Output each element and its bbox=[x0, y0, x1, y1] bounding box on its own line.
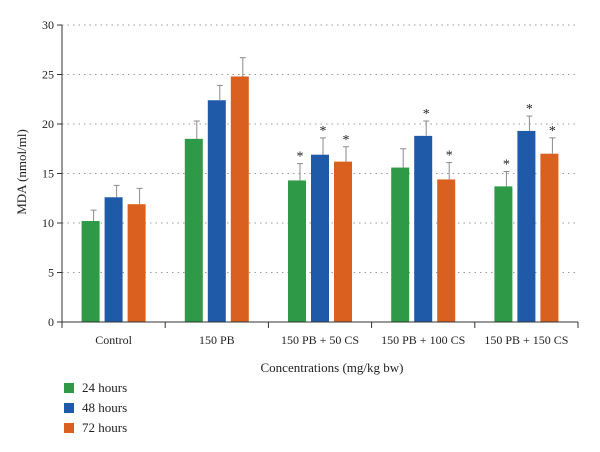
y-tick-label: 0 bbox=[48, 315, 54, 329]
bar-48h-0 bbox=[104, 197, 123, 322]
significance-mark: * bbox=[343, 133, 350, 148]
significance-mark: * bbox=[503, 158, 510, 173]
x-tick-label: 150 PB + 100 CS bbox=[381, 333, 465, 347]
significance-mark: * bbox=[526, 102, 533, 117]
bar-48h-2 bbox=[311, 154, 329, 322]
bar-48h-1 bbox=[207, 100, 226, 323]
bar-24h-0 bbox=[81, 221, 100, 322]
bar-24h-1 bbox=[184, 138, 203, 322]
significance-mark: * bbox=[320, 124, 327, 139]
x-tick-label: 150 PB + 50 CS bbox=[281, 333, 359, 347]
legend: 24 hours 48 hours 72 hours bbox=[64, 380, 127, 435]
x-axis-label: Concentrations (mg/kg bw) bbox=[261, 360, 404, 375]
bar-24h-3 bbox=[391, 167, 410, 322]
bar-24h-4 bbox=[494, 186, 513, 322]
bar-72h-3 bbox=[437, 179, 456, 322]
legend-swatch bbox=[64, 403, 74, 413]
y-tick-label: 30 bbox=[42, 18, 54, 32]
bars: * * * * * * * * bbox=[81, 57, 559, 323]
bar-48h-3 bbox=[414, 135, 433, 322]
bar-72h-4 bbox=[540, 153, 559, 322]
y-tick-label: 5 bbox=[48, 266, 54, 280]
grid-lines bbox=[62, 24, 578, 273]
y-axis-label: MDA (nmol/ml) bbox=[14, 129, 29, 215]
significance-mark: * bbox=[549, 124, 556, 139]
legend-label: 72 hours bbox=[82, 420, 127, 435]
significance-mark: * bbox=[423, 107, 430, 122]
bar-48h-4 bbox=[517, 130, 536, 322]
x-tick-label: Control bbox=[95, 333, 132, 347]
x-tick-label: 150 PB bbox=[199, 333, 235, 347]
bar-72h-0 bbox=[127, 204, 146, 322]
legend-swatch bbox=[64, 423, 74, 433]
bar-72h-1 bbox=[230, 76, 249, 322]
y-tick-label: 20 bbox=[42, 117, 54, 131]
x-tick-label: 150 PB + 150 CS bbox=[484, 333, 568, 347]
significance-mark: * bbox=[446, 149, 453, 164]
axes: 0 5 10 15 20 25 30 Control 150 PB 150 PB + 50 CS 1… bbox=[42, 18, 579, 347]
legend-label: 24 hours bbox=[82, 380, 127, 395]
bar-72h-2 bbox=[334, 161, 352, 322]
legend-swatch bbox=[64, 383, 74, 393]
y-tick-label: 25 bbox=[42, 68, 54, 82]
y-tick-label: 10 bbox=[42, 216, 54, 230]
bar-24h-2 bbox=[288, 180, 306, 322]
y-tick-label: 15 bbox=[42, 167, 54, 181]
significance-mark: * bbox=[297, 150, 304, 165]
legend-label: 48 hours bbox=[82, 400, 127, 415]
